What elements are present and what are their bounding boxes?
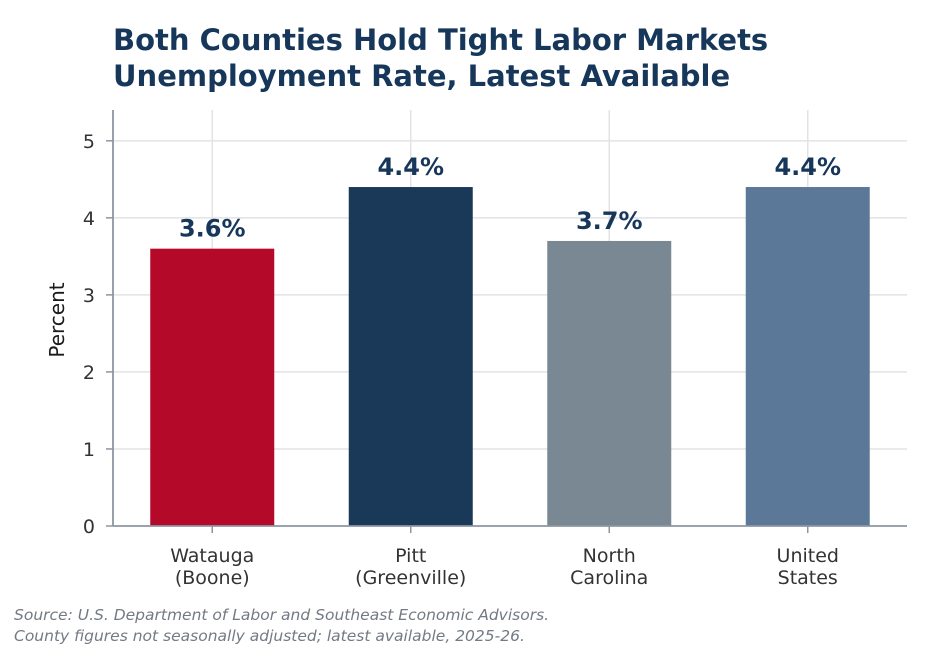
bars [150, 187, 870, 527]
x-tick-label-0: Watauga (Boone) [170, 545, 254, 589]
data-label-3: 4.4% [774, 153, 841, 181]
bar-3 [745, 187, 870, 526]
x-tick-label-0-line-0: Watauga [170, 545, 254, 567]
x-tick-label-1: Pitt (Greenville) [355, 545, 466, 589]
x-tick-label-3-line-0: United [777, 545, 839, 567]
y-tick-label-0: 0 [83, 516, 95, 538]
y-tick-label-4: 4 [83, 208, 95, 230]
x-tick-label-3-line-1: States [778, 567, 838, 589]
chart-title: Both Counties Hold Tight Labor Markets U… [113, 22, 768, 94]
y-tick-label-3: 3 [83, 285, 95, 307]
x-tick-label-1-line-0: Pitt [395, 545, 426, 567]
y-tick-label-1: 1 [83, 439, 95, 461]
source-note: Source: U.S. Department of Labor and Sou… [14, 605, 549, 647]
axes: Watauga (Boone) Pitt (Greenville) North Carol… [83, 110, 907, 589]
bar-0 [150, 248, 275, 526]
source-note-line-2: County figures not seasonally adjusted; … [14, 627, 525, 645]
x-tick-label-2-line-1: Carolina [570, 567, 648, 589]
chart-title-line-1: Both Counties Hold Tight Labor Markets [113, 23, 769, 57]
bar-1 [348, 187, 473, 526]
x-tick-label-2: North Carolina [570, 545, 648, 589]
data-label-1: 4.4% [377, 153, 444, 181]
y-tick-label-2: 2 [83, 362, 95, 384]
source-note-line-1: Source: U.S. Department of Labor and Sou… [14, 606, 550, 624]
x-tick-label-2-line-0: North [583, 545, 636, 567]
data-label-0: 3.6% [179, 215, 246, 243]
y-tick-label-5: 5 [83, 131, 95, 153]
data-labels: 3.6% 4.4% 3.7% 4.4% [179, 153, 841, 243]
chart-title-line-2: Unemployment Rate, Latest Available [113, 59, 731, 93]
x-tick-label-1-line-1: (Greenville) [355, 567, 466, 589]
x-tick-label-0-line-1: (Boone) [175, 567, 250, 589]
x-tick-label-3: United States [777, 545, 839, 589]
bar-2 [547, 240, 672, 527]
y-axis-title: Percent [45, 282, 69, 357]
data-label-2: 3.7% [576, 207, 643, 235]
